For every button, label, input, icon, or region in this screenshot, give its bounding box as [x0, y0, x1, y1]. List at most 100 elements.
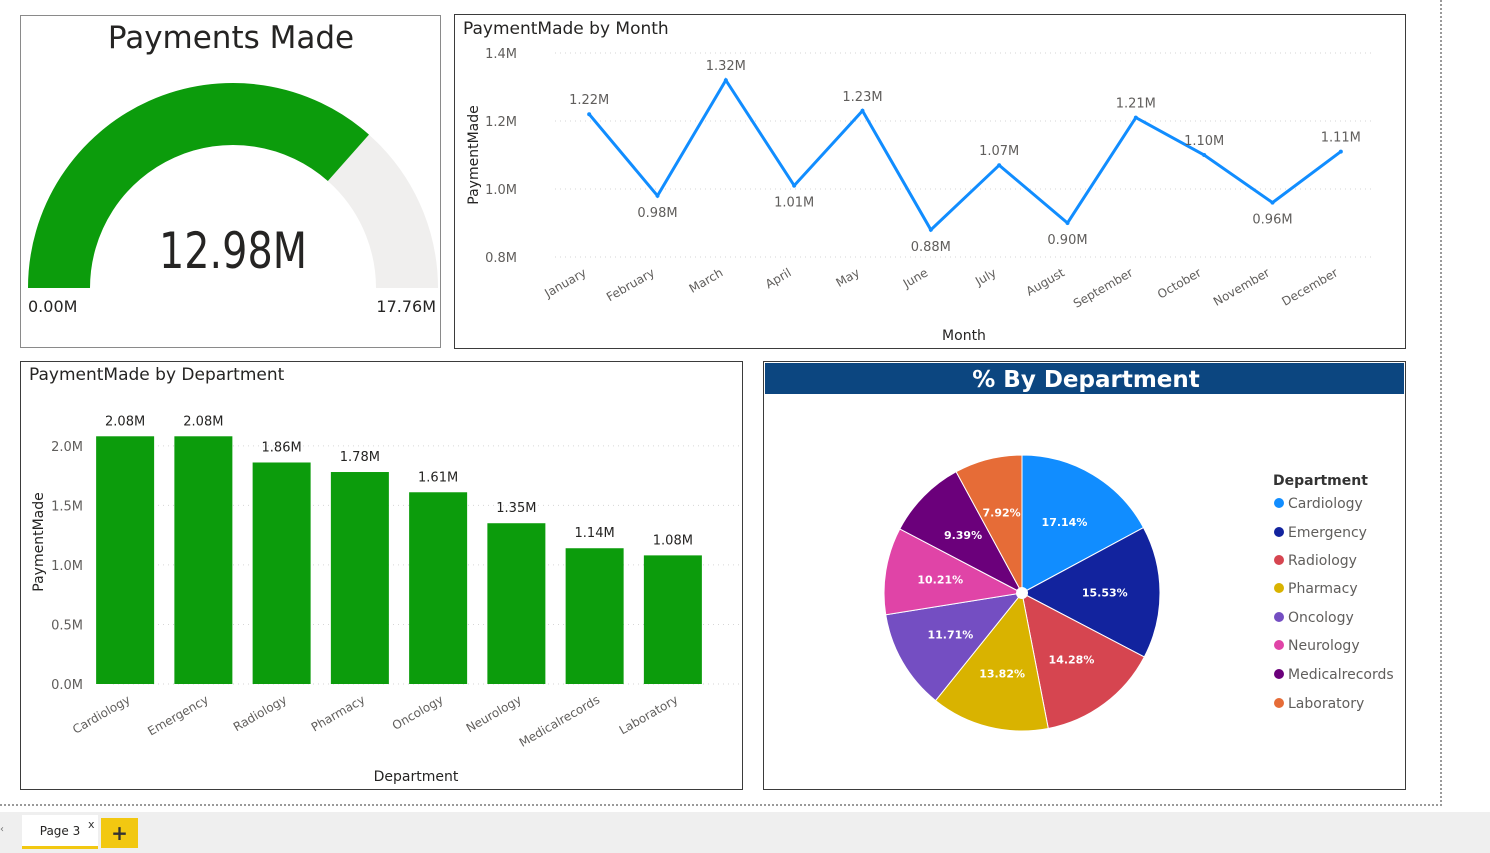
bar[interactable] [174, 436, 233, 684]
legend-label[interactable]: Emergency [1288, 525, 1367, 541]
line-x-tick-label: February [604, 265, 657, 304]
legend-marker[interactable] [1274, 698, 1284, 708]
gauge-fill [28, 83, 369, 289]
line-x-tick-label: September [1071, 265, 1135, 310]
legend-label[interactable]: Laboratory [1288, 696, 1364, 712]
pie-slice-label: 13.82% [979, 667, 1025, 680]
bar-data-label: 1.61M [418, 470, 458, 485]
legend-marker[interactable] [1274, 583, 1284, 593]
line-data-label: 1.10M [1184, 134, 1224, 149]
pie-slice-label: 11.71% [927, 629, 973, 642]
line-x-tick-label: June [900, 265, 931, 291]
bar-data-label: 1.86M [262, 440, 302, 455]
legend-label[interactable]: Medicalrecords [1288, 667, 1394, 683]
legend-label[interactable]: Cardiology [1288, 496, 1363, 512]
add-page-button[interactable]: + [101, 818, 138, 848]
pie-center-dot [1016, 587, 1028, 599]
gauge-max-label: 17.76M [376, 297, 436, 316]
line-data-label: 0.88M [911, 240, 951, 255]
bar-x-axis-title: Department [374, 769, 459, 785]
line-data-label: 1.11M [1321, 131, 1361, 146]
bar[interactable] [252, 462, 311, 684]
line-data-label: 0.96M [1252, 213, 1292, 228]
line-point[interactable] [723, 78, 728, 83]
line-point[interactable] [928, 227, 933, 232]
line-y-tick-label: 0.8M [485, 251, 517, 266]
bar[interactable] [409, 492, 468, 684]
pie-slice[interactable] [883, 528, 1024, 616]
line-x-tick-label: November [1211, 265, 1272, 308]
pie-slice-label: 14.28% [1049, 653, 1095, 666]
pie-chart-title: % By Department [972, 367, 1200, 393]
pie-slice[interactable] [955, 454, 1023, 594]
line-data-label: 1.07M [979, 144, 1019, 159]
bar[interactable] [565, 548, 624, 684]
bar[interactable] [330, 472, 389, 684]
line-chart-card[interactable]: PaymentMade by Month 0.8M 1.0M 1.2M 1.4M 1.2… [454, 14, 1406, 349]
bar-data-label: 1.35M [496, 501, 536, 516]
line-point[interactable] [1270, 200, 1275, 205]
bar-data-label: 2.08M [105, 414, 145, 429]
legend-marker[interactable] [1274, 669, 1284, 679]
legend-marker[interactable] [1274, 498, 1284, 508]
bar[interactable] [487, 523, 546, 684]
pie-slice[interactable] [899, 471, 1024, 595]
line-y-tick-label: 1.4M [485, 47, 517, 62]
line-point[interactable] [1338, 149, 1343, 154]
close-icon[interactable]: x [88, 818, 95, 831]
bar[interactable] [643, 555, 702, 684]
tab-page-3[interactable]: Page 3 [22, 815, 98, 849]
bar-y-tick-label: 1.0M [51, 559, 83, 574]
gauge-card[interactable]: Payments Made 12.98M 0.00M 17.76M [20, 15, 441, 348]
gauge-min-label: 0.00M [28, 297, 77, 316]
bar-chart-visual: 0.0M 0.5M 1.0M 1.5M 2.0M 2.08M Cardiology 2.08M… [31, 414, 739, 785]
pie-chart-visual: % By Department Department 17.14% 15.53% 1… [765, 363, 1404, 732]
legend-marker[interactable] [1274, 640, 1284, 650]
legend-label[interactable]: Radiology [1288, 553, 1357, 569]
line-data-label: 0.98M [637, 206, 677, 221]
line-y-axis-title: PaymentMade [466, 105, 482, 204]
line-point[interactable] [1133, 115, 1138, 120]
bar-y-tick-label: 1.5M [51, 499, 83, 514]
bar-chart-card[interactable]: PaymentMade by Department 0.0M 0.5M 1.0M 1.… [20, 361, 743, 790]
gauge-title: Payments Made [108, 20, 354, 56]
pie-slice[interactable] [1020, 526, 1161, 658]
line-x-tick-label: October [1155, 265, 1204, 301]
pie-slice[interactable] [885, 592, 1024, 702]
bar-data-label: 1.78M [340, 450, 380, 465]
pie-slice-label: 9.39% [944, 529, 982, 542]
legend-marker[interactable] [1274, 612, 1284, 622]
line-data-label: 1.32M [706, 59, 746, 74]
pie-slice[interactable] [1021, 592, 1145, 730]
pie-slice-label: 7.92% [983, 507, 1021, 520]
line-point[interactable] [655, 193, 660, 198]
legend-marker[interactable] [1274, 527, 1284, 537]
bar-y-tick-label: 0.0M [51, 678, 83, 693]
pie-slice[interactable] [1021, 454, 1145, 594]
legend-marker[interactable] [1274, 555, 1284, 565]
line-point[interactable] [587, 112, 592, 117]
line-point[interactable] [792, 183, 797, 188]
line-point[interactable] [997, 163, 1002, 168]
line-x-axis-title: Month [942, 328, 986, 344]
line-point[interactable] [1065, 221, 1070, 225]
line-point[interactable] [860, 108, 865, 113]
bar-x-tick-label: Oncology [390, 692, 446, 732]
line-data-label: 1.21M [1116, 97, 1156, 112]
bar[interactable] [96, 436, 155, 684]
bar-x-tick-label: Cardiology [70, 692, 133, 736]
line-point[interactable] [1202, 153, 1207, 157]
bar-x-tick-label: Radiology [231, 692, 289, 734]
scroll-left-icon[interactable]: ‹ [0, 824, 4, 835]
line-y-tick-label: 1.0M [485, 183, 517, 198]
pie-slice-label: 17.14% [1042, 516, 1088, 529]
line-x-tick-label: January [541, 265, 588, 300]
legend-label[interactable]: Oncology [1288, 610, 1354, 626]
pie-slice[interactable] [934, 591, 1049, 732]
legend-label[interactable]: Neurology [1288, 638, 1360, 654]
legend-label[interactable]: Pharmacy [1288, 581, 1358, 597]
bar-x-tick-label: Medicalrecords [517, 692, 602, 749]
pie-chart-card[interactable]: % By Department Department 17.14% 15.53% 1… [763, 361, 1406, 790]
bar-x-tick-label: Emergency [145, 692, 211, 738]
